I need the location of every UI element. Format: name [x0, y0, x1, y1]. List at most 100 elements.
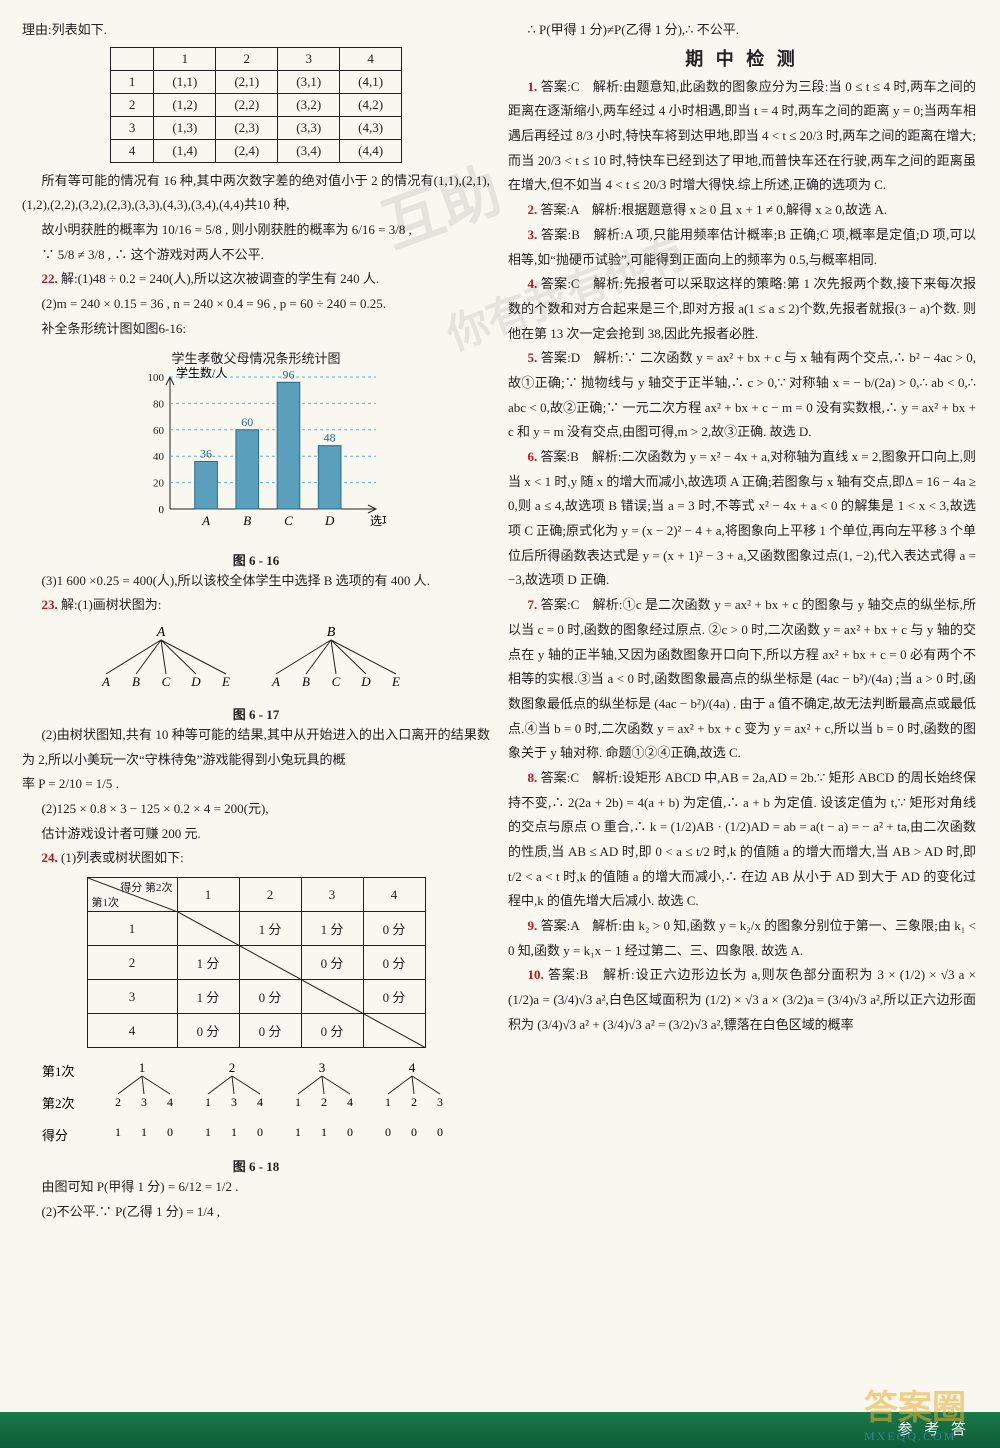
- svg-text:2: 2: [321, 1095, 327, 1109]
- svg-text:C: C: [284, 513, 293, 528]
- p1b: 故小明获胜的概率为 10/16 = 5/8 , 则小刚获胜的概率为 6/16 =…: [22, 218, 490, 243]
- svg-text:0: 0: [347, 1125, 353, 1139]
- a9: 答案:A 解析:由 k₂ > 0 知,函数 y = k₂/x 的图象分别位于第一…: [508, 918, 976, 958]
- svg-text:3: 3: [437, 1095, 443, 1109]
- page-footer: 参 考 答: [0, 1412, 1000, 1448]
- svg-text:1: 1: [205, 1095, 211, 1109]
- svg-text:选项: 选项: [370, 514, 386, 528]
- svg-text:1: 1: [139, 1060, 146, 1075]
- svg-text:A: A: [201, 513, 210, 528]
- svg-text:20: 20: [153, 477, 165, 489]
- a7: 答案:C 解析:①c 是二次函数 y = ax² + bx + c 的图象与 y…: [508, 597, 976, 760]
- a3: 答案:B 解析:A 项,只能用频率估计概率;B 正确;C 项,概率是定值;D 项…: [508, 227, 976, 267]
- q23e: 估计游戏设计者可赚 200 元.: [22, 822, 490, 847]
- q23a: 解:(1)画树状图为:: [61, 597, 161, 612]
- p1: 所有等可能的情况有 16 种,其中两次数字差的绝对值小于 2 的情况有(1,1)…: [22, 169, 490, 218]
- svg-text:学生数/人: 学生数/人: [176, 367, 227, 380]
- svg-text:B: B: [243, 513, 251, 528]
- a4: 答案:C 解析:先报者可以采取这样的策略:第 1 次先报两个数,接下来每次报数的…: [508, 276, 976, 340]
- svg-text:2: 2: [115, 1095, 121, 1109]
- svg-text:第2次: 第2次: [42, 1096, 75, 1111]
- svg-text:4: 4: [409, 1060, 416, 1075]
- tree-diagram-2: 第1次第2次得分1213140211314031121404102030: [22, 1054, 490, 1154]
- ans3: 3. 答案:B 解析:A 项,只能用频率估计概率;B 正确;C 项,概率是定值;…: [508, 223, 976, 272]
- diag-header: 得分 第2次第1次: [87, 878, 177, 912]
- svg-text:1: 1: [295, 1095, 301, 1109]
- bar-chart-title: 学生孝敬父母情况条形统计图: [106, 348, 406, 367]
- svg-text:第1次: 第1次: [42, 1064, 75, 1079]
- svg-text:D: D: [190, 674, 201, 689]
- q22a: 解:(1)48 ÷ 0.2 = 240(人),所以这次被调查的学生有 240 人…: [61, 271, 379, 286]
- svg-text:0: 0: [159, 504, 165, 516]
- table-pairs: 1234 1(1,1)(2,1)(3,1)(4,1)2(1,2)(2,2)(3,…: [110, 47, 402, 163]
- svg-text:2: 2: [411, 1095, 417, 1109]
- svg-text:E: E: [391, 674, 400, 689]
- svg-text:A: A: [101, 674, 110, 689]
- svg-text:60: 60: [241, 414, 253, 428]
- q23d: (2)125 × 0.8 × 3 − 125 × 0.2 × 4 = 200(元…: [22, 797, 490, 822]
- fig-6-16: 图 6 - 16: [22, 550, 490, 569]
- q23b: (2)由树状图知,共有 10 种等可能的结果,其中从开始进入的出入口离开的结果数…: [22, 723, 490, 772]
- a6: 答案:B 解析:二次函数为 y = x² − 4x + a,对称轴为直线 x =…: [508, 449, 976, 587]
- ans1: 1. 答案:C 解析:由题意知,此函数的图象应分为三段:当 0 ≤ t ≤ 4 …: [508, 75, 976, 198]
- q22: 22. 解:(1)48 ÷ 0.2 = 240(人),所以这次被调查的学生有 2…: [22, 267, 490, 292]
- p1c: ∵ 5/8 ≠ 3/8 , ∴ 这个游戏对两人不公平.: [22, 243, 490, 268]
- svg-text:得分: 得分: [42, 1128, 68, 1143]
- midterm-title: 期 中 检 测: [508, 45, 976, 71]
- svg-text:1: 1: [141, 1125, 147, 1139]
- fig-6-18: 图 6 - 18: [22, 1156, 490, 1175]
- svg-text:0: 0: [167, 1125, 173, 1139]
- svg-text:1: 1: [321, 1125, 327, 1139]
- svg-text:3: 3: [231, 1095, 237, 1109]
- ans9: 9. 答案:A 解析:由 k₂ > 0 知,函数 y = k₂/x 的图象分别位…: [508, 914, 976, 963]
- svg-text:0: 0: [411, 1125, 417, 1139]
- svg-text:0: 0: [437, 1125, 443, 1139]
- svg-text:A: A: [156, 625, 166, 640]
- svg-text:1: 1: [115, 1125, 121, 1139]
- svg-text:80: 80: [153, 398, 165, 410]
- ans8: 8. 答案:C 解析:设矩形 ABCD 中,AB = 2a,AD = 2b.∵ …: [508, 766, 976, 914]
- q24b: 由图可知 P(甲得 1 分) = 6/12 = 1/2 .: [22, 1175, 490, 1200]
- svg-text:4: 4: [257, 1095, 263, 1109]
- ans4: 4. 答案:C 解析:先报者可以采取这样的策略:第 1 次先报两个数,接下来每次…: [508, 272, 976, 346]
- svg-text:36: 36: [200, 446, 212, 460]
- q22c: 补全条形统计图如图6-16:: [22, 317, 490, 342]
- svg-text:3: 3: [141, 1095, 147, 1109]
- q23c: 率 P = 2/10 = 1/5 .: [22, 772, 490, 797]
- fig-6-17: 图 6 - 17: [22, 704, 490, 723]
- ans5: 5. 答案:D 解析:∵ 二次函数 y = ax² + bx + c 与 x 轴…: [508, 346, 976, 445]
- svg-text:1: 1: [231, 1125, 237, 1139]
- svg-text:B: B: [132, 674, 140, 689]
- svg-text:1: 1: [205, 1125, 211, 1139]
- ans6: 6. 答案:B 解析:二次函数为 y = x² − 4x + a,对称轴为直线 …: [508, 445, 976, 593]
- svg-text:60: 60: [153, 424, 165, 436]
- ans10: 10. 答案:B 解析:设正六边形边长为 a,则灰色部分面积为 3 × (1/2…: [508, 963, 976, 1037]
- svg-text:100: 100: [148, 372, 165, 384]
- svg-text:96: 96: [282, 367, 294, 381]
- intro: 理由:列表如下.: [22, 18, 490, 43]
- svg-text:D: D: [360, 674, 371, 689]
- ans7: 7. 答案:C 解析:①c 是二次函数 y = ax² + bx + c 的图象…: [508, 593, 976, 766]
- svg-text:3: 3: [319, 1060, 326, 1075]
- svg-text:4: 4: [347, 1095, 353, 1109]
- bar-chart: 学生孝敬父母情况条形统计图 204060801000学生数/人36A60B96C…: [106, 348, 406, 548]
- svg-text:1: 1: [295, 1125, 301, 1139]
- q24c: (2)不公平.∵ P(乙得 1 分) = 1/4 ,: [22, 1200, 490, 1225]
- svg-text:B: B: [302, 674, 310, 689]
- svg-text:D: D: [324, 513, 335, 528]
- a10: 答案:B 解析:设正六边形边长为 a,则灰色部分面积为 3 × (1/2) × …: [508, 967, 976, 1031]
- svg-text:C: C: [162, 674, 171, 689]
- svg-text:1: 1: [385, 1095, 391, 1109]
- svg-text:0: 0: [385, 1125, 391, 1139]
- q22d: (3)1 600 ×0.25 = 400(人),所以该校全体学生中选择 B 选项…: [22, 569, 490, 594]
- svg-text:B: B: [327, 625, 336, 640]
- svg-text:48: 48: [324, 430, 336, 444]
- svg-text:A: A: [271, 674, 280, 689]
- q23: 23. 解:(1)画树状图为:: [22, 593, 490, 618]
- ans2: 2. 答案:A 解析:根据题意得 x ≥ 0 且 x + 1 ≠ 0,解得 x …: [508, 198, 976, 223]
- a5: 答案:D 解析:∵ 二次函数 y = ax² + bx + c 与 x 轴有两个…: [508, 350, 976, 439]
- score-table: 得分 第2次第1次 1234 11 分1 分0 分21 分0 分0 分31 分0…: [87, 877, 426, 1048]
- svg-text:2: 2: [229, 1060, 236, 1075]
- tree-diagram-1: AABCDEBABCDE: [22, 622, 490, 702]
- svg-text:C: C: [332, 674, 341, 689]
